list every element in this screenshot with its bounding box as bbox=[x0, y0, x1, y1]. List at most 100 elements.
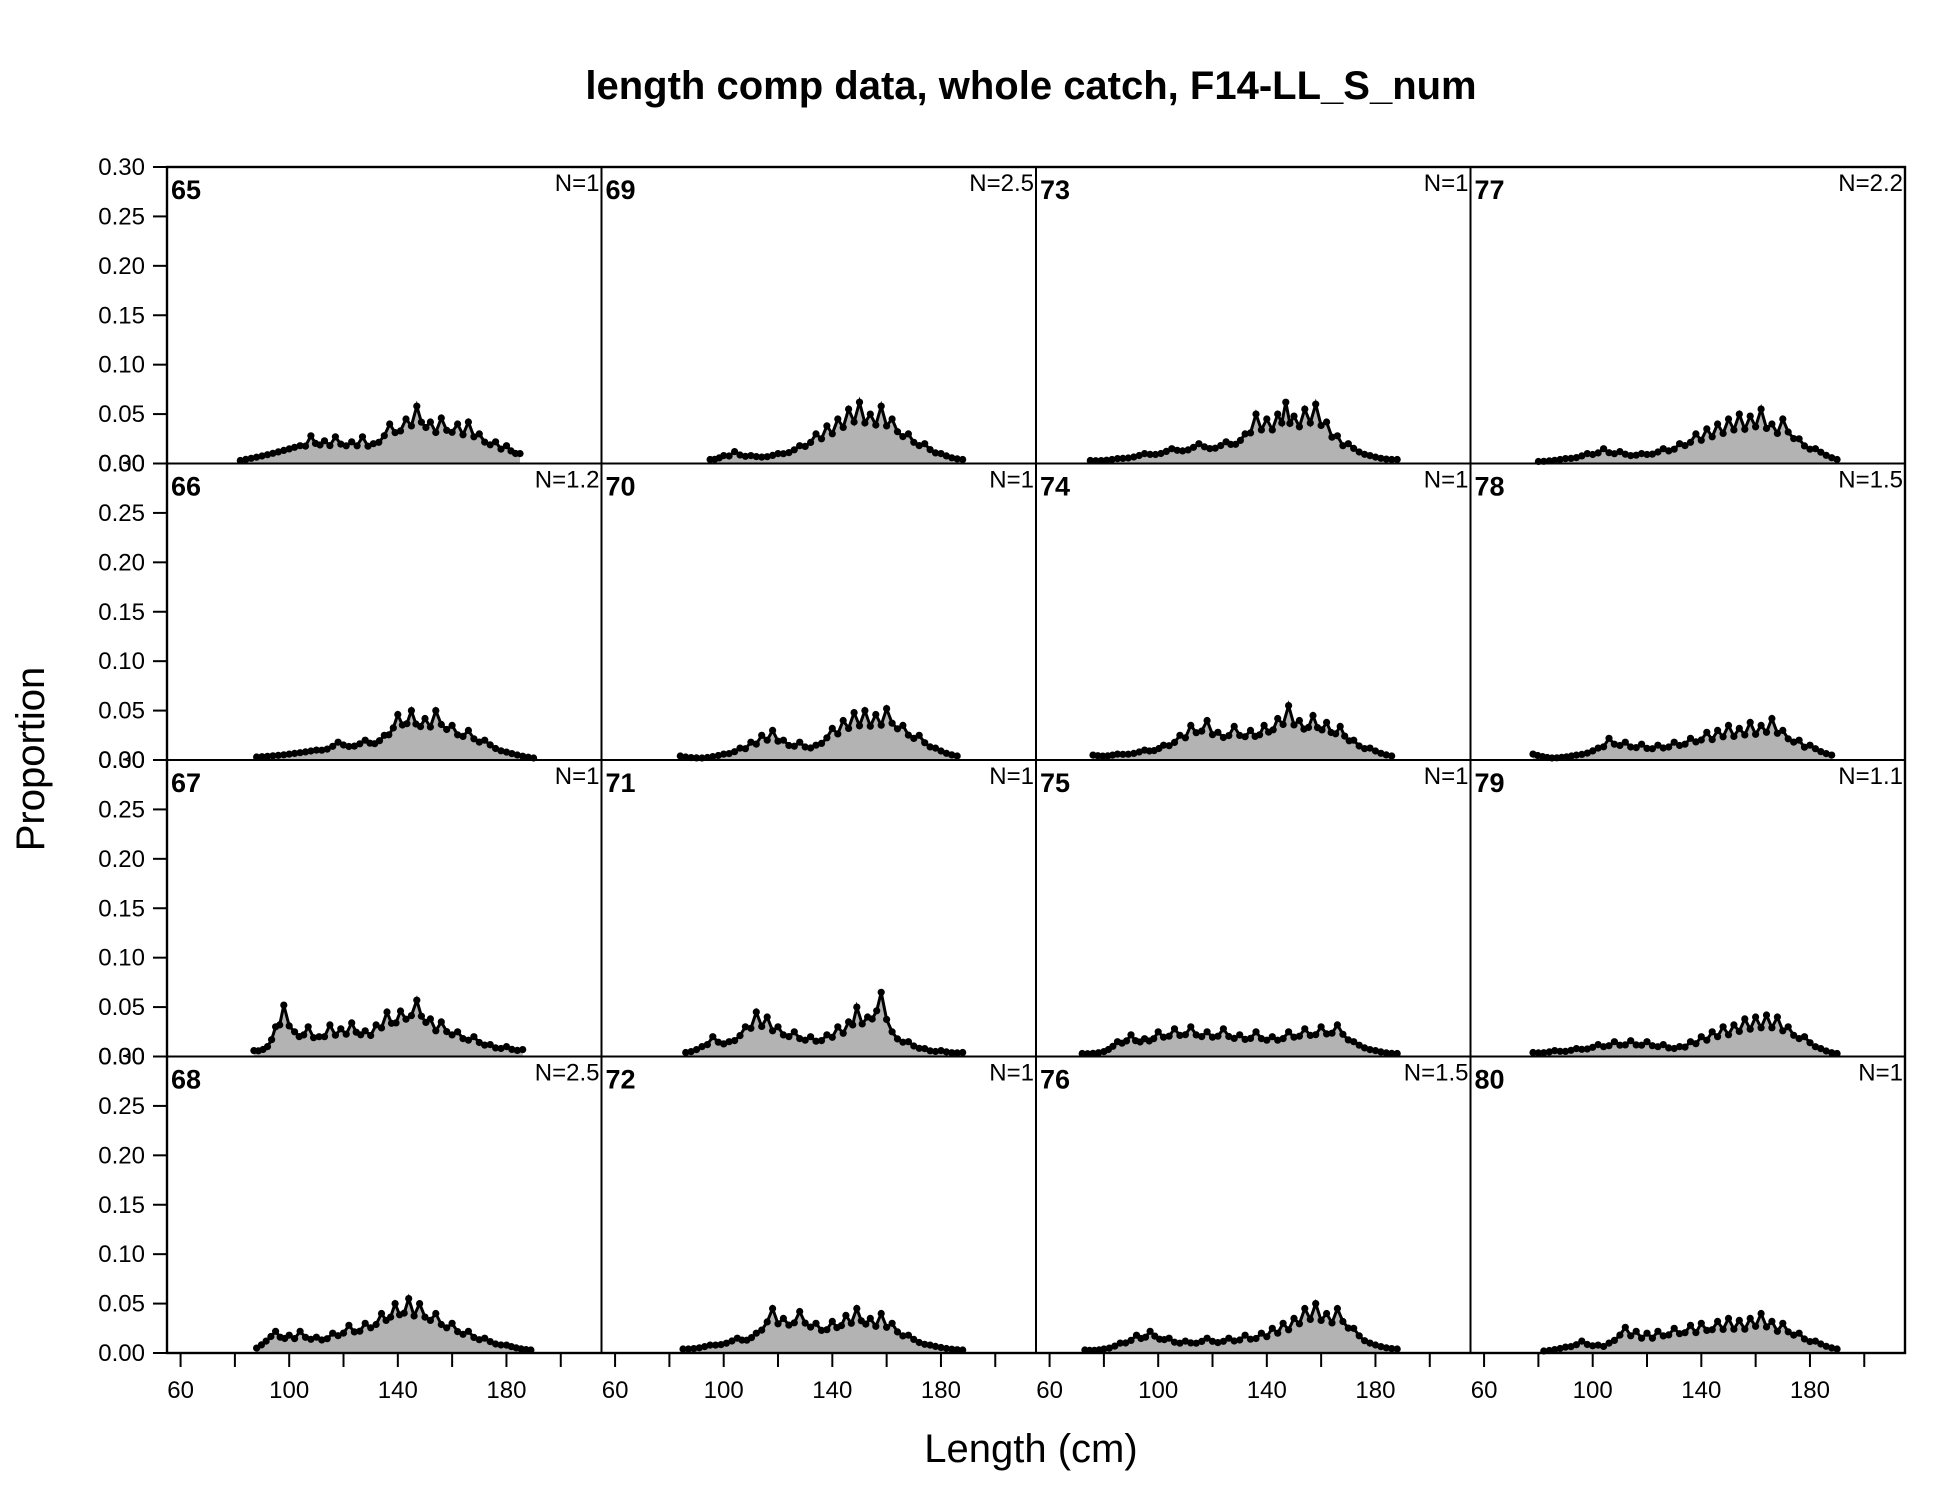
data-point bbox=[1377, 1343, 1385, 1351]
data-point bbox=[1784, 1023, 1792, 1031]
data-point bbox=[1779, 415, 1787, 423]
data-point bbox=[948, 1345, 956, 1353]
data-point bbox=[508, 750, 516, 758]
data-point bbox=[1344, 440, 1352, 448]
data-point bbox=[1184, 446, 1192, 454]
data-point bbox=[1268, 1033, 1276, 1041]
data-point bbox=[1632, 1041, 1640, 1049]
data-point bbox=[1795, 435, 1803, 443]
data-point bbox=[502, 442, 511, 450]
data-point bbox=[1752, 1322, 1760, 1330]
x-tick-label: 180 bbox=[921, 1377, 961, 1404]
data-point bbox=[1545, 1048, 1553, 1056]
data-point bbox=[1187, 1339, 1195, 1347]
data-point bbox=[1256, 731, 1264, 739]
data-point bbox=[1692, 430, 1700, 438]
data-point bbox=[307, 747, 315, 755]
data-point bbox=[443, 1324, 451, 1332]
data-point bbox=[1703, 728, 1711, 736]
data-point bbox=[1333, 1021, 1341, 1029]
panel-n-label: N=1 bbox=[1858, 1060, 1903, 1087]
data-point bbox=[400, 1309, 408, 1317]
data-point bbox=[1746, 1025, 1754, 1033]
panel-74: 74 N=1 bbox=[1040, 467, 1469, 760]
data-point bbox=[1285, 1028, 1293, 1036]
data-point bbox=[1219, 1337, 1227, 1345]
data-point bbox=[893, 725, 902, 733]
data-point bbox=[1822, 750, 1830, 758]
data-point bbox=[502, 1043, 511, 1051]
data-point bbox=[1784, 735, 1792, 743]
data-point bbox=[1361, 1337, 1369, 1345]
data-point bbox=[296, 749, 304, 757]
data-point bbox=[1605, 449, 1613, 457]
x-tick-label: 100 bbox=[269, 1377, 309, 1404]
data-point bbox=[367, 1324, 375, 1332]
data-point bbox=[845, 405, 853, 413]
data-point bbox=[1600, 1043, 1608, 1051]
data-point bbox=[1230, 1034, 1238, 1042]
data-point bbox=[1578, 1045, 1586, 1053]
data-point bbox=[714, 751, 722, 760]
data-point bbox=[334, 1332, 342, 1340]
data-point bbox=[486, 1338, 494, 1346]
data-point bbox=[269, 449, 277, 457]
data-point bbox=[1621, 1041, 1629, 1049]
data-point bbox=[1567, 1343, 1575, 1351]
y-tick-label: 0.30 bbox=[98, 1044, 145, 1071]
data-point bbox=[1241, 733, 1249, 741]
data-point bbox=[953, 1049, 961, 1057]
data-point bbox=[1192, 1031, 1200, 1039]
data-point bbox=[326, 1021, 334, 1029]
panel-67: 67 N=1 bbox=[171, 763, 600, 1057]
data-point bbox=[1122, 1037, 1131, 1045]
data-point bbox=[1800, 1033, 1809, 1041]
data-point bbox=[1350, 1324, 1358, 1332]
data-point bbox=[263, 752, 272, 760]
data-point bbox=[385, 731, 393, 739]
data-point bbox=[769, 1304, 777, 1313]
data-point bbox=[318, 746, 326, 754]
panel-label: 75 bbox=[1040, 768, 1070, 798]
data-point bbox=[1323, 1030, 1331, 1038]
data-point bbox=[1556, 455, 1564, 464]
data-point bbox=[1703, 425, 1711, 433]
data-point bbox=[853, 1003, 861, 1011]
data-point bbox=[1654, 741, 1662, 749]
data-point bbox=[329, 742, 337, 750]
data-point bbox=[1176, 731, 1184, 739]
data-point bbox=[763, 453, 771, 461]
data-point bbox=[796, 1307, 804, 1316]
data-point bbox=[731, 448, 739, 456]
data-point bbox=[1833, 1049, 1841, 1058]
data-point bbox=[1371, 747, 1380, 755]
data-point bbox=[300, 1031, 308, 1039]
panel-n-label: N=1.2 bbox=[535, 467, 600, 494]
data-point bbox=[877, 402, 885, 410]
y-tick-label: 0.20 bbox=[98, 1142, 145, 1169]
data-point bbox=[1735, 724, 1743, 733]
x-tick-label: 60 bbox=[602, 1377, 629, 1404]
data-point bbox=[1198, 1337, 1206, 1345]
data-point bbox=[834, 1023, 842, 1031]
data-point bbox=[1279, 1035, 1287, 1043]
data-point bbox=[369, 440, 377, 448]
data-point bbox=[291, 1335, 299, 1343]
y-tick-label: 0.15 bbox=[98, 599, 145, 626]
panel-label: 79 bbox=[1475, 768, 1505, 798]
data-point bbox=[1730, 732, 1738, 741]
data-point bbox=[883, 422, 891, 430]
data-point bbox=[817, 1037, 826, 1045]
data-point bbox=[1282, 398, 1290, 406]
x-tick-label: 60 bbox=[167, 1377, 194, 1404]
data-point bbox=[345, 1321, 353, 1329]
data-point bbox=[1339, 442, 1347, 450]
data-point bbox=[1203, 1028, 1211, 1036]
data-point bbox=[1355, 1041, 1363, 1049]
data-point bbox=[258, 452, 266, 460]
data-point bbox=[1146, 450, 1154, 458]
data-point bbox=[850, 418, 858, 426]
data-point bbox=[1246, 1335, 1255, 1343]
data-point bbox=[796, 1035, 804, 1043]
panel-78: 78 N=1.5 bbox=[1475, 467, 1903, 762]
